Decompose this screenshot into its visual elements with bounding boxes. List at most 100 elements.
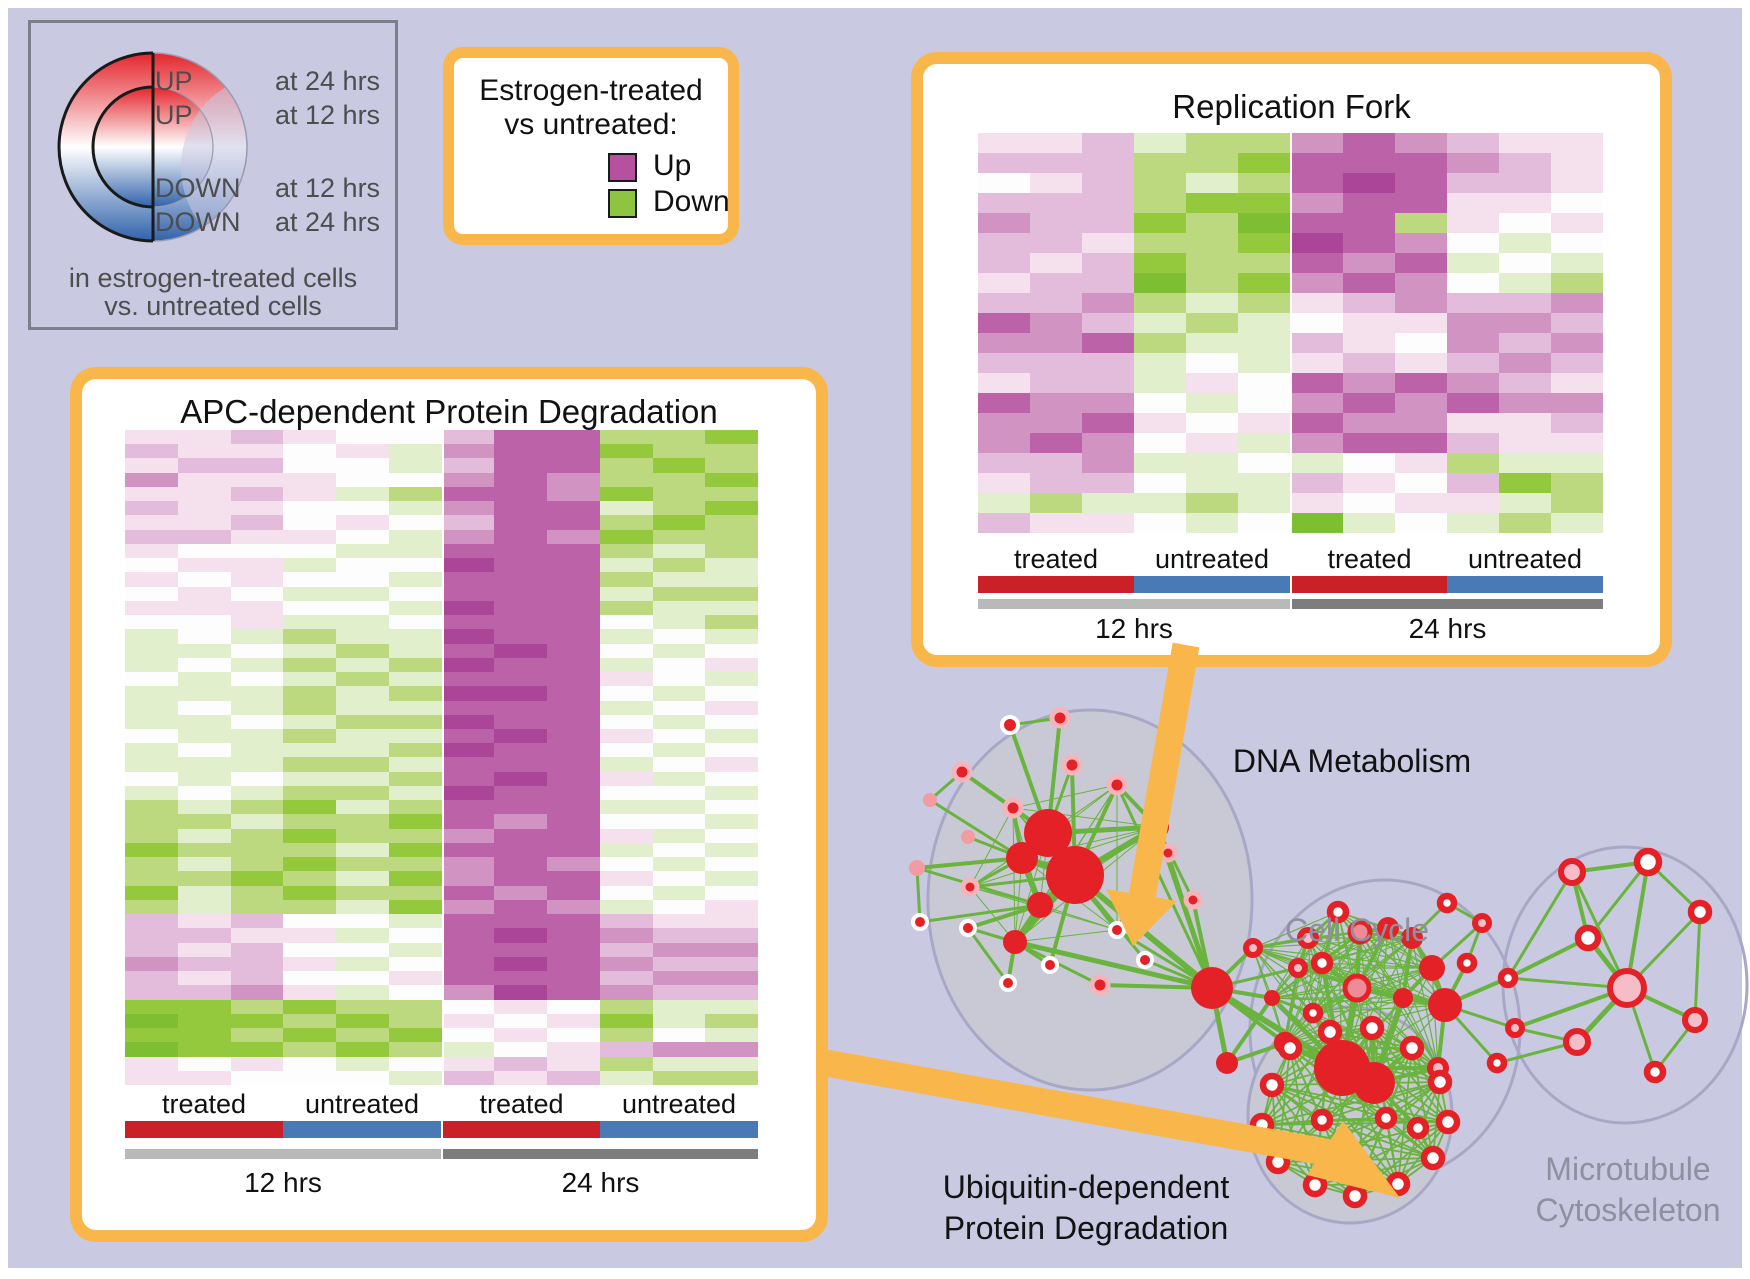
heatmap-cell [547, 472, 600, 487]
up-label: Up [653, 149, 692, 182]
legend-time-24: at 24 hrs [275, 66, 381, 96]
heatmap-cell [125, 771, 178, 786]
heatmap-cell [441, 757, 495, 772]
heatmap-cell [705, 1042, 758, 1057]
heatmap-cell [1446, 233, 1499, 253]
heatmap-cell [1446, 253, 1499, 273]
heatmap-cell [1082, 393, 1135, 413]
heatmap-cell [1394, 233, 1447, 253]
heatmap-cell [388, 729, 442, 744]
heatmap-cell [283, 899, 336, 915]
heatmap-cell [1290, 273, 1343, 293]
heatmap-cell [230, 928, 284, 943]
heatmap-cell [1394, 313, 1447, 333]
heatmap-cell [388, 672, 442, 687]
heatmap-cell [441, 672, 495, 687]
heatmap-cell [547, 828, 600, 843]
heatmap-cell [230, 985, 284, 1000]
heatmap-cell [978, 233, 1031, 253]
apc-bar-treated-12 [125, 1121, 283, 1138]
ring-legend-box: UP at 24 hrs UP at 12 hrs DOWN at 12 hrs… [28, 20, 398, 330]
heatmap-cell [1082, 473, 1135, 493]
heatmap-cell [1134, 393, 1187, 413]
heatmap-cell [388, 771, 442, 786]
heatmap-cell [1134, 293, 1187, 313]
heatmap-cell [283, 700, 336, 715]
heatmap-cell [1030, 513, 1083, 533]
heatmap-cell [230, 971, 284, 986]
heatmap-cell [1550, 153, 1603, 173]
heatmap-cell [230, 956, 284, 972]
legend-dir-down-24: DOWN [155, 207, 241, 237]
heatmap-cell [336, 458, 389, 473]
heatmap-cell [1498, 133, 1551, 153]
legend-footer-1: in estrogen-treated cells [68, 263, 358, 293]
heatmap-cell [125, 615, 178, 630]
heatmap-cell [599, 928, 653, 943]
heatmap-cell [1030, 393, 1083, 413]
heatmap-cell [547, 757, 600, 772]
heatmap-cell [125, 757, 178, 772]
heatmap-cell [494, 743, 547, 758]
heatmap-cell [547, 714, 600, 730]
heatmap-cell [177, 771, 231, 786]
heatmap-cell [388, 486, 442, 502]
heatmap-cell [388, 458, 442, 473]
heatmap-cell [547, 885, 600, 900]
heatmap-cell [441, 714, 495, 730]
heatmap-cell [1082, 273, 1135, 293]
heatmap-cell [652, 700, 706, 715]
heatmap-cell [652, 985, 706, 1000]
heatmap-cell [1290, 373, 1343, 393]
heatmap-cell [547, 672, 600, 687]
heatmap-cell [125, 828, 178, 843]
heatmap-cell [177, 928, 231, 943]
heatmap-cell [388, 586, 442, 601]
heatmap-cell [1550, 353, 1603, 373]
heatmap-cell [547, 558, 600, 573]
heatmap-cell [978, 353, 1031, 373]
heatmap-cell [283, 1056, 336, 1071]
apc-bar-untreated-12 [283, 1121, 441, 1138]
heatmap-cell [1030, 173, 1083, 193]
heatmap-cell [494, 885, 547, 900]
heatmap-cell [1030, 493, 1083, 513]
heatmap-cell [230, 1042, 284, 1057]
heatmap-cell [599, 885, 653, 900]
heatmap-cell [125, 800, 178, 815]
heatmap-cell [705, 501, 758, 516]
heatmap-cell [599, 430, 653, 445]
heatmap-cell [1550, 193, 1603, 213]
heatmap-cell [177, 1013, 231, 1029]
heatmap-cell [177, 857, 231, 872]
heatmap-cell [177, 814, 231, 829]
heatmap-cell [547, 928, 600, 943]
heatmap-cell [1186, 253, 1239, 273]
heatmap-cell [125, 999, 178, 1014]
heatmap-cell [177, 871, 231, 886]
heatmap-cell [652, 971, 706, 986]
heatmap-cell [388, 828, 442, 843]
heatmap-cell [177, 672, 231, 687]
heatmap-cell [1446, 393, 1499, 413]
apc-heatmap [125, 430, 758, 1085]
heatmap-cell [599, 914, 653, 929]
heatmap-cell [441, 615, 495, 630]
heatmap-cell [441, 857, 495, 872]
heatmap-cell [388, 543, 442, 559]
heatmap-cell [1186, 233, 1239, 253]
heatmap-cell [177, 842, 231, 858]
heatmap-cell [283, 942, 336, 957]
heatmap-cell [125, 472, 178, 487]
heatmap-cell [1134, 473, 1187, 493]
heatmap-cell [388, 757, 442, 772]
heatmap-cell [705, 771, 758, 786]
heatmap-cell [705, 700, 758, 715]
heatmap-cell [705, 430, 758, 445]
heatmap-cell [388, 558, 442, 573]
heatmap-cell [125, 956, 178, 972]
heatmap-cell [705, 871, 758, 886]
heatmap-cell [336, 643, 389, 658]
heatmap-cell [494, 472, 547, 487]
heatmap-cell [1342, 173, 1395, 193]
